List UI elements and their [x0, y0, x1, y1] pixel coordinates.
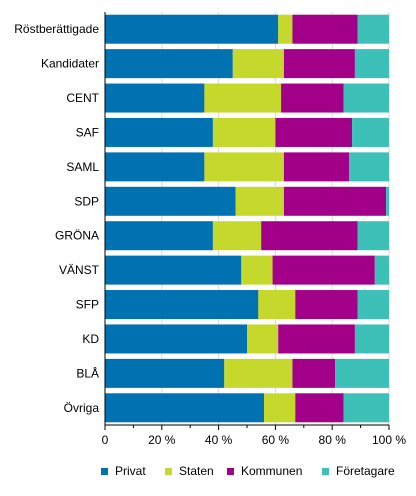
bar-segment	[357, 14, 389, 44]
bar-segment	[258, 290, 296, 320]
bar-segment	[212, 221, 262, 251]
category-label: SDP	[74, 194, 99, 208]
bar-segment	[105, 290, 259, 320]
bar-segment	[386, 186, 389, 216]
bar-segment	[105, 358, 225, 388]
category-label: Kandidater	[41, 57, 99, 71]
legend-label: Företagare	[336, 464, 395, 478]
bar-segment	[283, 49, 355, 79]
bar-segment	[224, 358, 293, 388]
legend-label: Kommunen	[241, 464, 302, 478]
bar-segment	[105, 83, 205, 113]
bar-segment	[335, 358, 389, 388]
bar-segment	[295, 393, 344, 423]
bar-segment	[105, 49, 233, 79]
x-tick-label: 40 %	[205, 433, 233, 447]
bar-segment	[278, 324, 355, 354]
bar-segment	[232, 49, 284, 79]
x-axis: 0 20 % 40 % 60 % 80 % 100 %	[102, 12, 406, 447]
category-label: GRÖNA	[55, 229, 99, 243]
category-label: VÄNST	[59, 263, 100, 277]
bar-segment	[105, 117, 213, 147]
grid-lines	[161, 12, 390, 425]
bar-segment	[354, 324, 389, 354]
bar-segment	[105, 221, 213, 251]
x-tick-label: 80 %	[319, 433, 347, 447]
category-label: KD	[82, 332, 99, 346]
bar-segment	[275, 117, 353, 147]
legend-swatch	[101, 468, 108, 475]
bar-segment	[283, 186, 387, 216]
bar-segment	[343, 393, 389, 423]
category-label: SAF	[76, 125, 99, 139]
legend-label: Staten	[179, 464, 214, 478]
bar-segment	[204, 83, 282, 113]
x-tick-label: 0	[102, 433, 109, 447]
bar-segment	[247, 324, 279, 354]
category-labels: Röstberättigade Kandidater CENT SAF SAML SDP G…	[14, 22, 99, 415]
bar-segment	[357, 221, 389, 251]
bar-segment	[292, 14, 358, 44]
bar-segment	[292, 358, 336, 388]
bar-segment	[272, 255, 375, 285]
legend-swatch	[227, 468, 234, 475]
category-label: CENT	[66, 91, 99, 105]
bar-segment	[105, 186, 236, 216]
x-tick-label: 20 %	[148, 433, 176, 447]
bar-segment	[241, 255, 273, 285]
legend-label: Privat	[115, 464, 146, 478]
legend-swatch	[165, 468, 172, 475]
bar-segment	[212, 117, 276, 147]
bar-segment	[354, 49, 389, 79]
bar-segment	[105, 393, 265, 423]
category-label: BLÅ	[76, 365, 99, 380]
bar-segment	[105, 255, 242, 285]
bar-segment	[374, 255, 389, 285]
category-label: Övriga	[64, 401, 100, 415]
bar-segment	[352, 117, 389, 147]
bar-segment	[295, 290, 358, 320]
bar-segment	[281, 83, 344, 113]
bar-segment	[343, 83, 389, 113]
x-tick-label: 100 %	[372, 433, 406, 447]
category-label: Röstberättigade	[14, 22, 99, 36]
bar-segment	[235, 186, 284, 216]
legend-swatch	[322, 468, 329, 475]
bar-segment	[105, 324, 247, 354]
bar-segment	[357, 290, 389, 320]
category-label: SAML	[66, 160, 99, 174]
bar-segment	[278, 14, 293, 44]
bar-segment	[105, 14, 279, 44]
bar-segment	[204, 152, 284, 182]
bar-segment	[349, 152, 389, 182]
bars	[105, 14, 389, 423]
bar-segment	[264, 393, 296, 423]
x-tick-label: 60 %	[262, 433, 290, 447]
legend: Privat Staten Kommunen Företagare	[101, 464, 395, 478]
bar-segment	[261, 221, 358, 251]
bar-segment	[105, 152, 205, 182]
bar-segment	[283, 152, 350, 182]
category-label: SFP	[76, 298, 99, 312]
